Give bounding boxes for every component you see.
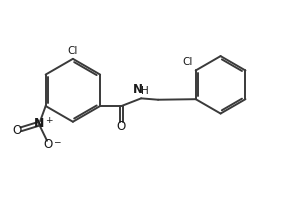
Text: −: −: [53, 137, 60, 146]
Text: O: O: [13, 124, 22, 137]
Text: O: O: [117, 120, 126, 133]
Text: Cl: Cl: [68, 46, 78, 56]
Text: H: H: [141, 86, 149, 96]
Text: Cl: Cl: [182, 57, 192, 67]
Text: N: N: [133, 83, 143, 96]
Text: O: O: [44, 138, 53, 151]
Text: N: N: [34, 117, 44, 130]
Text: +: +: [45, 116, 52, 125]
